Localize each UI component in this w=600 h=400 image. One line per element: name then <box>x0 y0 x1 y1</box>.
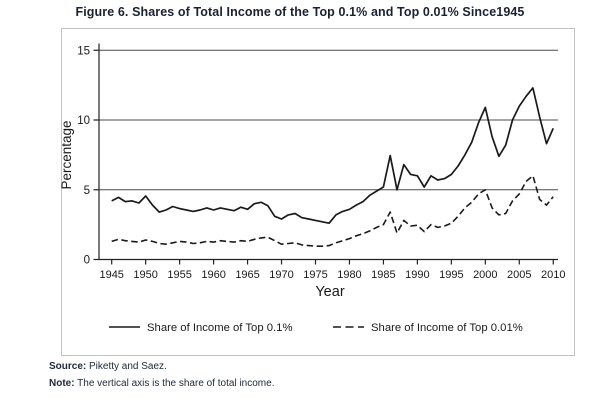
x-tick-label-1990: 1990 <box>405 269 429 281</box>
x-tick-label-2010: 2010 <box>541 269 565 281</box>
x-tick-label-2005: 2005 <box>507 269 531 281</box>
y-tick-label-10: 10 <box>77 115 90 127</box>
x-axis-title: Year <box>315 284 344 300</box>
x-tick-label-1960: 1960 <box>201 269 225 281</box>
chart-frame <box>61 28 575 356</box>
x-tick-label-1965: 1965 <box>235 269 259 281</box>
x-tick-label-1995: 1995 <box>439 269 463 281</box>
x-tick-label-1975: 1975 <box>303 269 327 281</box>
y-axis-title: Percentage <box>59 120 74 189</box>
axis-tick-labels: 0 5 10 15 1945 1950 1955 1960 1965 1970 1975 1980 19… <box>77 45 565 281</box>
y-tick-label-5: 5 <box>84 185 90 197</box>
gridlines <box>99 49 558 191</box>
x-tick-label-1945: 1945 <box>99 269 123 281</box>
y-tick-label-0: 0 <box>84 255 90 267</box>
data-series <box>111 87 554 247</box>
axes <box>98 43 558 261</box>
x-tick-label-1950: 1950 <box>133 269 157 281</box>
note-text: The vertical axis is the share of total … <box>74 378 275 389</box>
x-tick-label-1970: 1970 <box>269 269 293 281</box>
source-note: Source: Piketty and Saez. <box>49 361 167 372</box>
series-line-top-0-01-pct <box>111 175 554 247</box>
source-label: Source: <box>49 361 87 372</box>
legend-label-top-0-1: Share of Income of Top 0.1% <box>147 322 293 334</box>
legend-label-top-0-01: Share of Income of Top 0.01% <box>371 322 523 334</box>
axis-ticks <box>93 49 554 265</box>
note-line: Note: The vertical axis is the share of … <box>49 378 274 389</box>
x-tick-label-1985: 1985 <box>371 269 395 281</box>
series-line-top-0-1-pct <box>111 87 554 225</box>
source-text: Piketty and Saez. <box>86 361 167 372</box>
y-tick-label-15: 15 <box>77 45 90 57</box>
figure-title: Figure 6. Shares of Total Income of the … <box>75 5 525 19</box>
legend: Share of Income of Top 0.1% Share of Inc… <box>109 322 523 334</box>
x-tick-label-2000: 2000 <box>473 269 497 281</box>
x-tick-label-1980: 1980 <box>337 269 361 281</box>
x-tick-label-1955: 1955 <box>167 269 191 281</box>
note-label: Note: <box>49 378 75 389</box>
